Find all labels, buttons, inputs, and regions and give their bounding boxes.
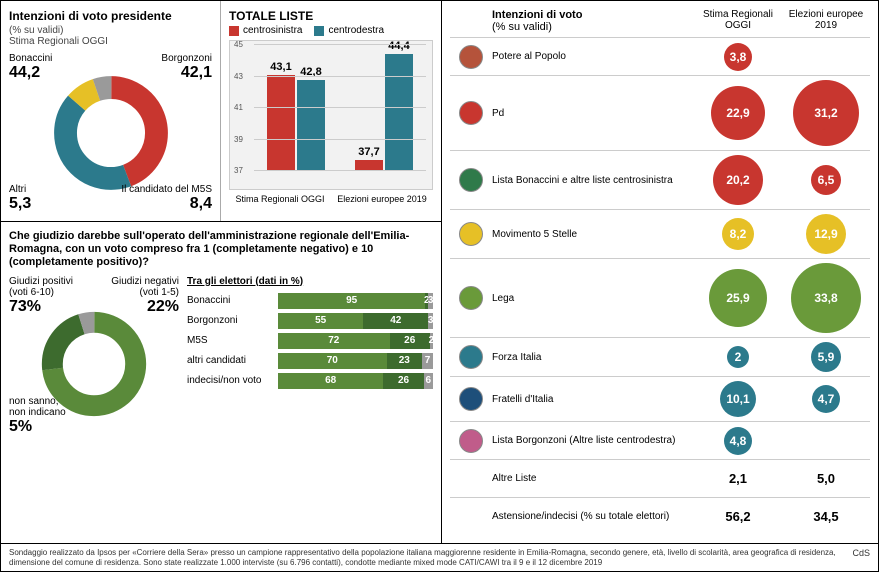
party-row: Potere al Popolo3,8 xyxy=(450,37,870,75)
left-column: Intenzioni di voto presidente (% su vali… xyxy=(1,1,441,543)
president-donut: Bonaccini44,2 Borgonzoni42,1 Il candidat… xyxy=(9,53,212,213)
giudizio-panel: Che giudizio darebbe sull'operato dell'a… xyxy=(1,221,441,444)
party-row: Fratelli d'Italia10,14,7 xyxy=(450,376,870,421)
right-table-header: Intenzioni di voto(% su validi) Stima Re… xyxy=(450,9,870,33)
elettori-row: Borgonzoni55423 xyxy=(187,313,433,329)
president-panel: Intenzioni di voto presidente (% su vali… xyxy=(1,1,221,221)
giudizio-question: Che giudizio darebbe sull'operato dell'a… xyxy=(9,230,433,270)
totale-legend: centrosinistracentrodestra xyxy=(229,25,433,36)
party-row: Pd22,931,2 xyxy=(450,75,870,150)
totale-x-labels: Stima Regionali OGGIElezioni europee 201… xyxy=(229,194,433,204)
party-row: Altre Liste2,15,0 xyxy=(450,459,870,497)
party-row: Forza Italia25,9 xyxy=(450,337,870,376)
elettori-row: M5S72262 xyxy=(187,333,433,349)
right-table: Intenzioni di voto(% su validi) Stima Re… xyxy=(441,1,878,543)
elettori-row: indecisi/non voto68266 xyxy=(187,373,433,389)
elettori-table: Tra gli elettori (dati in %) Bonaccini95… xyxy=(187,276,433,436)
party-row: Lista Bonaccini e altre liste centrosini… xyxy=(450,150,870,209)
totale-panel: TOTALE LISTE centrosinistracentrodestra … xyxy=(221,1,441,221)
giudizio-donut: Giudizi positivi (voti 6-10)73% Giudizi … xyxy=(9,276,179,436)
source: CdS xyxy=(852,548,870,559)
president-and-totale: Intenzioni di voto presidente (% su vali… xyxy=(1,1,441,221)
totale-chart: 43,142,837,744,4 3739414345 xyxy=(229,40,433,190)
totale-title: TOTALE LISTE xyxy=(229,9,433,23)
footnote: Sondaggio realizzato da Ipsos per «Corri… xyxy=(1,543,878,571)
elettori-row: altri candidati70237 xyxy=(187,353,433,369)
elettori-row: Bonaccini9523 xyxy=(187,293,433,309)
party-row: Astensione/indecisi (% su totale elettor… xyxy=(450,497,870,535)
party-row: Lega25,933,8 xyxy=(450,258,870,337)
president-title: Intenzioni di voto presidente xyxy=(9,9,212,23)
top-row: Intenzioni di voto presidente (% su vali… xyxy=(1,1,878,543)
party-row: Movimento 5 Stelle8,212,9 xyxy=(450,209,870,258)
party-row: Lista Borgonzoni (Altre liste centrodest… xyxy=(450,421,870,459)
infographic: Intenzioni di voto presidente (% su vali… xyxy=(0,0,879,572)
